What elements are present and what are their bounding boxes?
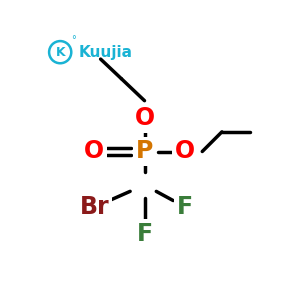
Text: °: °: [71, 35, 76, 45]
Text: Br: Br: [80, 195, 110, 219]
Text: F: F: [177, 195, 193, 219]
Text: O: O: [84, 140, 104, 164]
Text: Kuujia: Kuujia: [79, 45, 133, 60]
Text: O: O: [134, 106, 154, 130]
Text: O: O: [175, 140, 195, 164]
Text: F: F: [136, 221, 153, 245]
Text: K: K: [56, 46, 65, 59]
Text: P: P: [136, 140, 153, 164]
